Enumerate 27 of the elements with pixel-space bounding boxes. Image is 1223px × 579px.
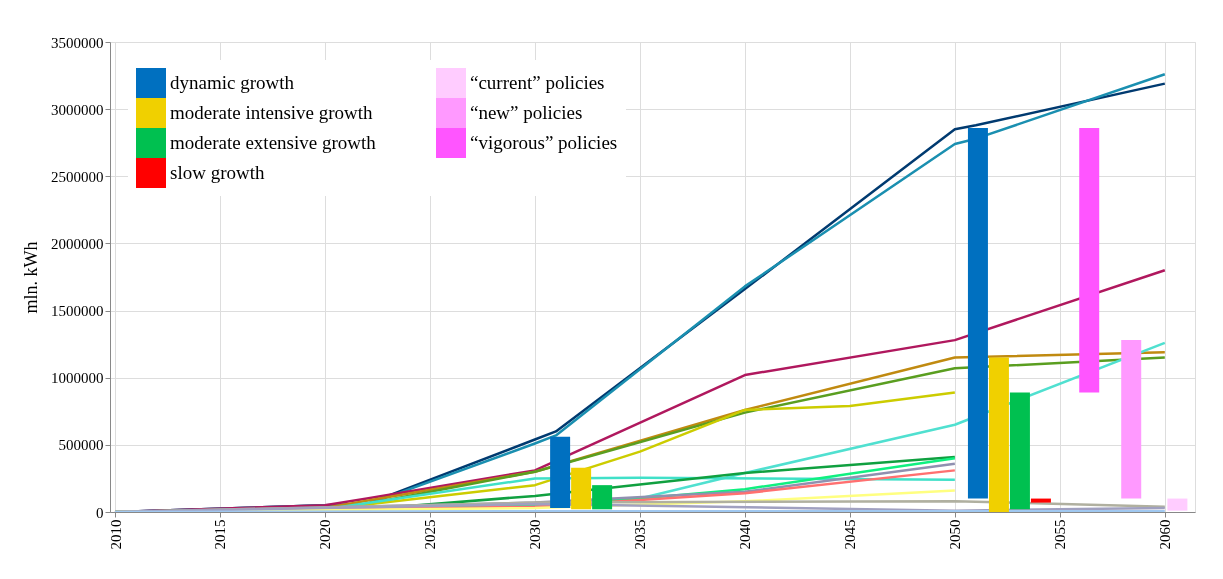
x-tick-label: 2025 <box>422 519 439 550</box>
legend-label: dynamic growth <box>170 72 295 93</box>
x-tick-label: 2055 <box>1052 519 1069 550</box>
y-tick-label: 500000 <box>58 437 104 454</box>
legend-label: “current” policies <box>470 72 605 93</box>
legend-label: moderate intensive growth <box>170 102 374 123</box>
legend-label: moderate extensive growth <box>170 132 377 153</box>
y-tick-label: 3500000 <box>51 34 104 51</box>
legend-label: slow growth <box>170 162 265 183</box>
x-tick-label: 2020 <box>317 519 334 550</box>
y-tick-label: 2500000 <box>51 168 104 185</box>
x-tick-label: 2050 <box>947 519 964 550</box>
x-tick-label: 2060 <box>1157 519 1174 550</box>
y-axis-title: mln. kWh <box>21 241 41 314</box>
y-tick-label: 2000000 <box>51 235 104 252</box>
y-tick-label: 3000000 <box>51 101 104 118</box>
x-tick-label: 2045 <box>842 519 859 550</box>
y-tick-label: 1500000 <box>51 303 104 320</box>
x-tick-label: 2040 <box>737 519 754 550</box>
x-tick-label: 2030 <box>527 519 544 550</box>
legend-label: “vigorous” policies <box>470 132 618 153</box>
y-tick-label: 1000000 <box>51 370 104 387</box>
x-tick-label: 2015 <box>212 519 229 550</box>
legend-label: “new” policies <box>470 102 583 123</box>
x-tick-label: 2010 <box>107 519 124 550</box>
y-tick-label: 0 <box>96 504 104 521</box>
x-tick-label: 2035 <box>632 519 649 550</box>
